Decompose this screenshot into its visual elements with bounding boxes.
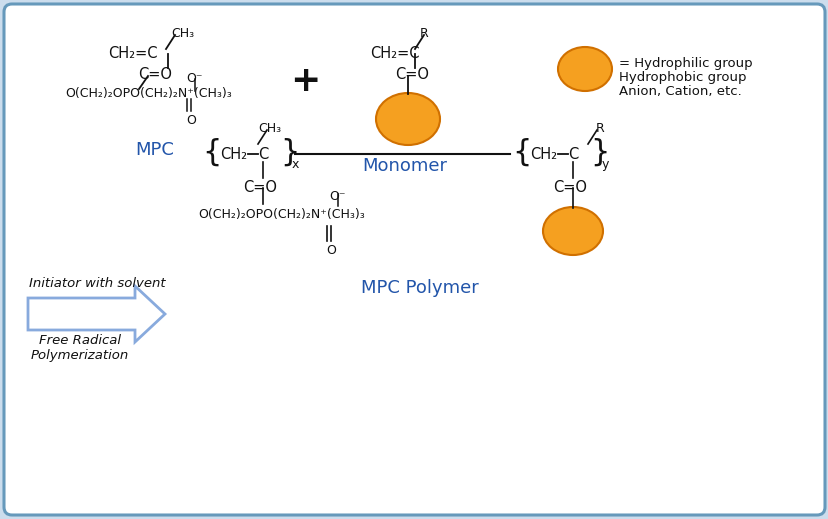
Polygon shape xyxy=(28,286,165,342)
Text: CH₂=C: CH₂=C xyxy=(108,46,157,61)
Text: C=O: C=O xyxy=(552,180,586,195)
Text: O⁻: O⁻ xyxy=(186,72,203,85)
Text: CH₃: CH₃ xyxy=(171,27,195,40)
Text: C: C xyxy=(567,146,578,161)
Text: = Hydrophilic group: = Hydrophilic group xyxy=(619,57,752,70)
Text: Initiator with solvent: Initiator with solvent xyxy=(29,277,165,290)
Text: O(CH₂)₂OPO(CH₂)₂N⁺(CH₃)₃: O(CH₂)₂OPO(CH₂)₂N⁺(CH₃)₃ xyxy=(198,208,364,221)
Text: O(CH₂)₂OPO(CH₂)₂N⁺(CH₃)₃: O(CH₂)₂OPO(CH₂)₂N⁺(CH₃)₃ xyxy=(65,87,232,100)
Text: MPC: MPC xyxy=(136,141,174,159)
Text: CH₃: CH₃ xyxy=(258,122,282,135)
Text: +: + xyxy=(290,64,320,98)
Text: R: R xyxy=(595,122,604,135)
Text: R: R xyxy=(420,27,428,40)
FancyBboxPatch shape xyxy=(4,4,824,515)
Ellipse shape xyxy=(557,47,611,91)
Text: Anion, Cation, etc.: Anion, Cation, etc. xyxy=(619,85,741,98)
Text: C: C xyxy=(258,146,268,161)
Text: C=O: C=O xyxy=(137,67,171,82)
Text: O: O xyxy=(325,244,335,257)
Text: y: y xyxy=(601,157,609,171)
Text: O: O xyxy=(185,114,195,127)
Text: CH₂: CH₂ xyxy=(529,146,556,161)
Text: Hydrophobic group: Hydrophobic group xyxy=(619,71,745,84)
Ellipse shape xyxy=(542,207,602,255)
Text: MPC Polymer: MPC Polymer xyxy=(361,279,479,297)
Text: }: } xyxy=(590,138,609,167)
Text: C=O: C=O xyxy=(243,180,277,195)
Text: Monomer: Monomer xyxy=(362,157,447,175)
Text: x: x xyxy=(291,157,299,171)
Text: O⁻: O⁻ xyxy=(330,190,346,203)
Text: C=O: C=O xyxy=(394,67,428,82)
Text: {: { xyxy=(202,138,221,167)
Text: Free Radical
Polymerization: Free Radical Polymerization xyxy=(31,334,129,362)
Text: {: { xyxy=(512,138,531,167)
Text: CH₂: CH₂ xyxy=(219,146,247,161)
Ellipse shape xyxy=(376,93,440,145)
Text: }: } xyxy=(280,138,299,167)
Text: CH₂=C: CH₂=C xyxy=(369,46,419,61)
